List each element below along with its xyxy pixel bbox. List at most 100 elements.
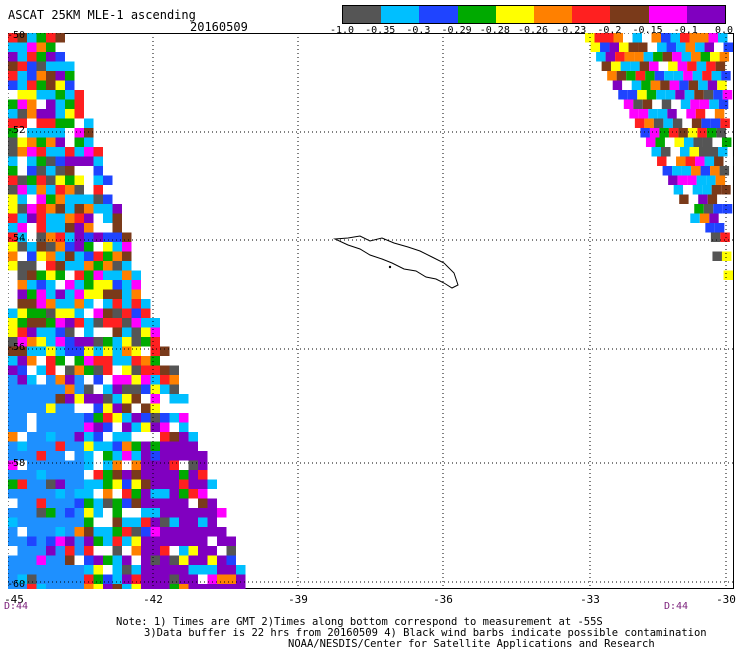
swath-cell bbox=[55, 574, 65, 584]
swath-cell bbox=[46, 375, 56, 385]
swath-cell bbox=[609, 42, 620, 52]
swath-cell bbox=[207, 479, 217, 489]
swath-cell bbox=[36, 394, 46, 404]
swath-cell bbox=[65, 308, 75, 318]
swath-cell bbox=[188, 422, 198, 432]
swath-cell bbox=[8, 251, 18, 261]
swath-cell bbox=[55, 213, 65, 223]
swath-cell bbox=[65, 242, 75, 252]
swath-cell bbox=[93, 299, 103, 309]
swath-cell bbox=[27, 441, 37, 451]
swath-cell bbox=[36, 270, 46, 280]
swath-cell bbox=[36, 527, 46, 537]
swath-cell bbox=[179, 422, 189, 432]
swath-cell bbox=[141, 517, 151, 527]
swath-cell bbox=[74, 289, 84, 299]
swath-cell bbox=[198, 479, 208, 489]
lat-label-50: -50 bbox=[7, 30, 26, 41]
swath-cell bbox=[17, 299, 27, 309]
swath-cell bbox=[615, 52, 625, 62]
swath-cell bbox=[103, 365, 113, 375]
swath-cell bbox=[74, 574, 84, 584]
swath-cell bbox=[36, 175, 46, 185]
swath-cell bbox=[27, 422, 37, 432]
swath-cell bbox=[93, 194, 103, 204]
swath-cell bbox=[706, 175, 716, 185]
swath-cell bbox=[659, 128, 669, 138]
swath-cell bbox=[46, 441, 56, 451]
swath-cell bbox=[103, 213, 113, 223]
swath-cell bbox=[692, 185, 703, 195]
swath-cell bbox=[93, 413, 103, 423]
swath-cell bbox=[722, 204, 733, 214]
swath-cell bbox=[122, 356, 132, 366]
swath-cell bbox=[160, 346, 170, 356]
swath-cell bbox=[55, 527, 65, 537]
swath-cell bbox=[46, 61, 56, 71]
swath-cell bbox=[141, 508, 151, 518]
swath-cell bbox=[112, 432, 122, 442]
swath-cell bbox=[55, 175, 65, 185]
swath-cell bbox=[103, 584, 113, 589]
swath-cell bbox=[695, 109, 706, 119]
swath-cell bbox=[8, 318, 18, 328]
swath-cell bbox=[652, 99, 662, 109]
swath-cell bbox=[17, 308, 27, 318]
note-line-1: Note: 1) Times are GMT 2)Times along bot… bbox=[116, 616, 603, 628]
swath-cell bbox=[188, 479, 198, 489]
swath-cell bbox=[65, 280, 75, 290]
swath-cell bbox=[84, 318, 94, 328]
swath-cell bbox=[150, 422, 160, 432]
swath-cell bbox=[112, 460, 122, 470]
swath-cell bbox=[150, 555, 160, 565]
swath-cell bbox=[720, 118, 730, 128]
swath-cell bbox=[717, 80, 727, 90]
swath-cell bbox=[666, 156, 677, 166]
swath-cell bbox=[17, 346, 27, 356]
swath-cell bbox=[36, 584, 46, 589]
swath-cell bbox=[27, 318, 37, 328]
swath-cell bbox=[217, 555, 227, 565]
swath-cell bbox=[55, 109, 65, 119]
swath-cell bbox=[150, 413, 160, 423]
swath-cell bbox=[46, 194, 56, 204]
swath-cell bbox=[715, 61, 726, 71]
swath-cell bbox=[93, 536, 103, 546]
swath-cell bbox=[169, 546, 179, 556]
swath-cell bbox=[46, 42, 56, 52]
swath-cell bbox=[84, 555, 94, 565]
swath-cell bbox=[112, 270, 122, 280]
swath-cell bbox=[65, 223, 75, 233]
swath-cell bbox=[55, 489, 65, 499]
swath-cell bbox=[713, 204, 723, 214]
swath-cell bbox=[74, 422, 84, 432]
swath-cell bbox=[46, 128, 56, 138]
swath-cell bbox=[103, 299, 113, 309]
swath-cell bbox=[17, 90, 27, 100]
swath-cell bbox=[17, 565, 27, 575]
swath-cell bbox=[691, 118, 702, 128]
swath-cell bbox=[84, 451, 94, 461]
swath-cell bbox=[65, 109, 75, 119]
swath-cell bbox=[122, 565, 132, 575]
swath-cell bbox=[150, 546, 160, 556]
swath-cell bbox=[160, 432, 170, 442]
swath-cell bbox=[699, 99, 710, 109]
swath-cell bbox=[723, 156, 734, 166]
swath-cell bbox=[122, 289, 132, 299]
swath-cell bbox=[65, 574, 75, 584]
swath-cell bbox=[65, 318, 75, 328]
swath-cell bbox=[65, 346, 75, 356]
swath-cell bbox=[103, 375, 113, 385]
swath-cell bbox=[698, 194, 708, 204]
swath-cell bbox=[27, 584, 37, 589]
swath-cell bbox=[714, 156, 724, 166]
swath-cell bbox=[122, 299, 132, 309]
swath-cell bbox=[93, 574, 103, 584]
swath-cell bbox=[657, 156, 667, 166]
swath-cell bbox=[665, 90, 676, 100]
swath-cell bbox=[46, 327, 56, 337]
swath-cell bbox=[27, 232, 37, 242]
swath-cell bbox=[718, 261, 728, 271]
swath-cell bbox=[65, 80, 75, 90]
